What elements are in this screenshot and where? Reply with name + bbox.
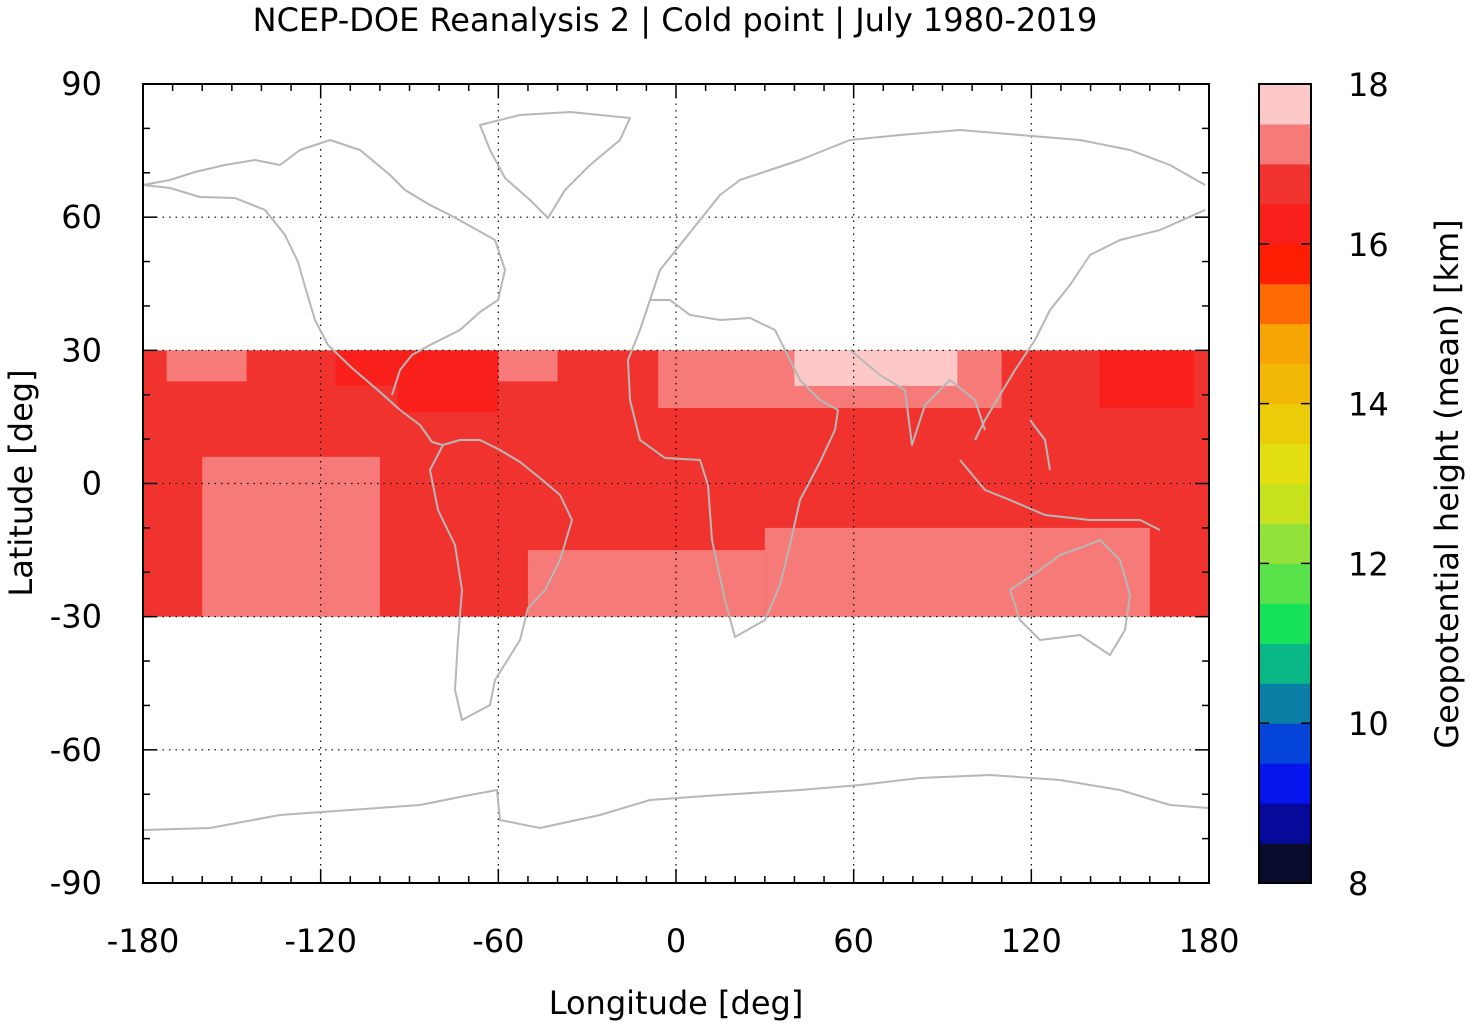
colorbar-segment: [1259, 283, 1311, 325]
colorbar-segment: [1259, 843, 1311, 884]
axis-ticks: [142, 83, 1210, 884]
colorbar-tick-label: 18: [1348, 66, 1389, 104]
x-axis-label: Longitude [deg]: [549, 984, 804, 1022]
colorbar-segment: [1259, 603, 1311, 644]
colorbar-segment: [1259, 363, 1311, 405]
colorbar-tick-label: 12: [1348, 545, 1389, 583]
heatmap-region: [794, 350, 958, 386]
colorbar-segment: [1259, 563, 1311, 604]
heatmap-region: [498, 350, 558, 382]
y-tick-label: 60: [61, 198, 102, 236]
colorbar-segment: [1259, 163, 1311, 205]
x-tick-label: 0: [666, 922, 686, 960]
y-tick-label: 30: [61, 331, 102, 369]
colorbar-segment: [1259, 84, 1311, 125]
colorbar-tick-labels: 8 10 12 14 16 18: [1348, 66, 1389, 903]
y-tick-label: -90: [50, 864, 102, 902]
colorbar-segment: [1259, 443, 1311, 484]
colorbar-segment: [1259, 643, 1311, 684]
gridlines: [143, 84, 1209, 883]
y-axis-tick-labels: -90 -60 -30 0 30 60 90: [50, 65, 102, 902]
heatmap-region: [166, 350, 247, 382]
antarctica-coastline: [142, 774, 1209, 831]
colorbar-tick-label: 10: [1348, 705, 1389, 743]
heatmap-region: [1099, 350, 1195, 409]
colorbar-segment: [1259, 763, 1311, 804]
x-tick-label: -60: [472, 922, 524, 960]
asia-coastline: [799, 129, 1206, 446]
colorbar-segment: [1259, 323, 1311, 365]
north-america-coastline: [142, 139, 506, 446]
colorbar-segment: [1259, 723, 1311, 764]
colorbar-segment: [1259, 483, 1311, 524]
colorbar-segment: [1259, 243, 1311, 285]
colorbar-label: Geopotential height (mean) [km]: [1428, 219, 1466, 748]
colorbar: [1259, 84, 1311, 884]
y-tick-label: 90: [61, 65, 102, 103]
heatmap-region: [527, 550, 765, 617]
y-axis-label: Latitude [deg]: [2, 369, 40, 596]
colorbar-segment: [1259, 683, 1311, 724]
europe-africa-coastline: [627, 159, 839, 638]
colorbar-segment: [1259, 123, 1311, 165]
heatmap-region: [397, 350, 499, 413]
x-tick-label: 180: [1178, 922, 1239, 960]
colorbar-tick-label: 16: [1348, 226, 1389, 264]
maritime-continent-coastline: [959, 419, 1161, 531]
y-tick-label: -30: [50, 598, 102, 636]
colorbar-tick-label: 14: [1348, 386, 1389, 424]
colorbar-tick-label: 8: [1348, 865, 1368, 903]
greenland-coastline: [479, 111, 631, 219]
australia-coastline: [1009, 539, 1131, 656]
colorbar-segment: [1259, 203, 1311, 245]
colorbar-frame: [1258, 83, 1312, 884]
heatmap-region: [202, 456, 380, 617]
x-tick-label: -120: [284, 922, 357, 960]
x-tick-label: 60: [833, 922, 874, 960]
colorbar-segment: [1259, 523, 1311, 564]
heatmap-region: [764, 527, 1150, 617]
coastlines: [142, 111, 1209, 831]
x-tick-label: -180: [107, 922, 180, 960]
x-tick-label: 120: [1001, 922, 1062, 960]
y-tick-label: 0: [82, 465, 102, 503]
y-tick-label: -60: [50, 731, 102, 769]
colorbar-ticks: [1259, 83, 1311, 884]
x-axis-tick-labels: -180 -120 -60 0 60 120 180: [107, 922, 1240, 960]
chart-title: NCEP-DOE Reanalysis 2 | Cold point | Jul…: [253, 1, 1098, 39]
south-america-coastline: [429, 439, 573, 721]
colorbar-segment: [1259, 403, 1311, 445]
colorbar-segment: [1259, 803, 1311, 844]
